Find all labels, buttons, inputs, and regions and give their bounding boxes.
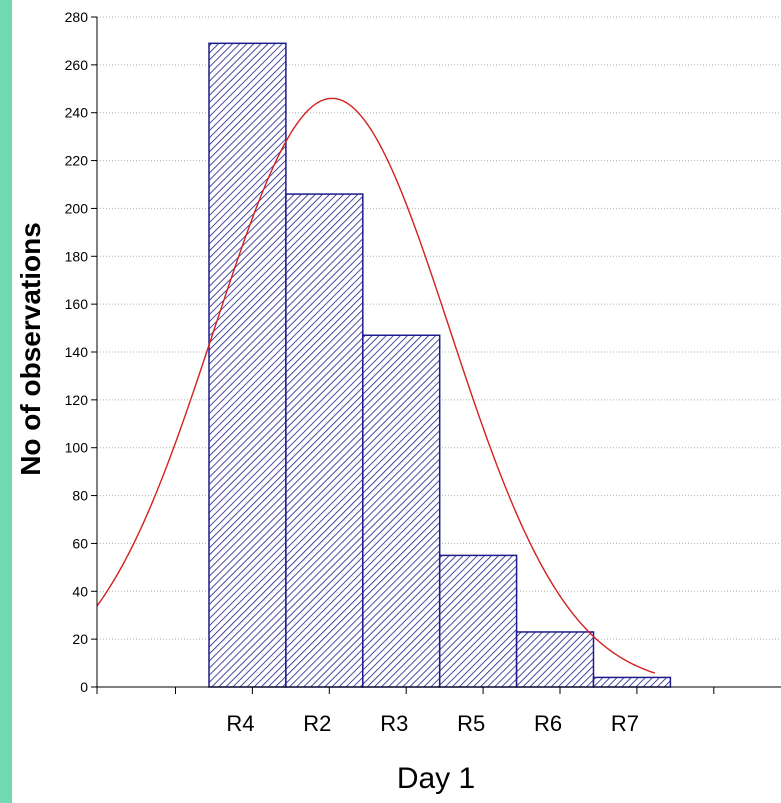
y-tick-label: 100 [65, 440, 89, 456]
y-tick-label: 180 [65, 248, 89, 264]
bar [438, 554, 518, 688]
bar [592, 676, 672, 688]
y-tick-label: 80 [72, 488, 88, 504]
y-tick-label: 40 [72, 583, 88, 599]
fit-curve-line [96, 97, 656, 674]
y-tick-label: 120 [65, 392, 89, 408]
y-tick-label: 240 [65, 105, 89, 121]
bar [285, 193, 364, 688]
x-tick-label: R6 [534, 711, 562, 736]
y-tick-label: 160 [65, 296, 89, 312]
y-tick-label: 260 [65, 57, 89, 73]
y-tick-label: 0 [80, 679, 88, 695]
bar [208, 42, 287, 688]
x-tick-label: R3 [380, 711, 408, 736]
x-tick-label: R2 [303, 711, 331, 736]
y-tick-label: 60 [72, 535, 88, 551]
x-tick-label: R4 [226, 711, 254, 736]
y-tick-label: 280 [65, 9, 89, 25]
y-tick-label: 140 [65, 344, 89, 360]
y-tick-labels: 0 20 40 60 80 100 120 140 160 180 200 220 240 260 280 [65, 9, 89, 695]
x-axis-title: Day 1 [397, 762, 475, 795]
y-tick-label: 20 [72, 631, 88, 647]
bar [515, 631, 595, 688]
axes [91, 16, 781, 694]
fit-curve [96, 97, 656, 674]
x-tick-labels: R4 R2 R3 R5 R6 R7 [226, 711, 639, 736]
y-axis-title: No of observations [15, 222, 46, 476]
x-tick-label: R5 [457, 711, 485, 736]
y-tick-label: 200 [65, 200, 89, 216]
x-tick-label: R7 [611, 711, 639, 736]
bars [208, 42, 672, 688]
bar [362, 334, 441, 688]
left-border-strip [0, 0, 12, 803]
y-tick-label: 220 [65, 153, 89, 169]
